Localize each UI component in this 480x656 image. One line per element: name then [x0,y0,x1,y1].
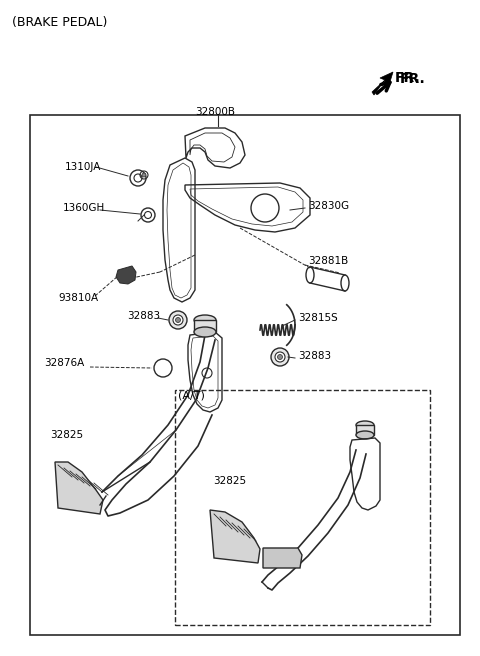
Text: 32815S: 32815S [298,313,338,323]
Text: 32881B: 32881B [308,256,348,266]
Text: (BRAKE PEDAL): (BRAKE PEDAL) [12,16,108,29]
Ellipse shape [194,315,216,325]
Text: 32830G: 32830G [308,201,349,211]
Text: 32883: 32883 [127,311,160,321]
Text: 32825: 32825 [50,430,83,440]
Circle shape [173,315,183,325]
Polygon shape [372,72,393,95]
Text: 1360GH: 1360GH [63,203,105,213]
Text: 32825: 32825 [213,476,246,486]
Circle shape [275,352,285,362]
Bar [30,115,460,635]
Circle shape [176,318,180,323]
Text: 32876A: 32876A [44,358,84,368]
Circle shape [169,311,187,329]
Bar [356,425,374,435]
Text: 32800B: 32800B [195,107,235,117]
Text: 32883: 32883 [298,351,331,361]
Polygon shape [263,548,302,568]
Bar [175,390,430,625]
Circle shape [142,173,146,177]
Polygon shape [210,510,260,563]
Circle shape [277,354,283,359]
Polygon shape [116,266,136,284]
Text: 1310JA: 1310JA [65,162,101,172]
Polygon shape [55,462,103,514]
Circle shape [271,348,289,366]
Ellipse shape [194,327,216,337]
Bar [194,320,216,332]
Circle shape [154,359,172,377]
Ellipse shape [356,431,374,439]
Text: FR.: FR. [395,71,421,85]
Text: FR.: FR. [400,72,426,86]
Text: 93810A: 93810A [58,293,98,303]
Ellipse shape [356,421,374,429]
Text: (A/T): (A/T) [178,391,205,401]
